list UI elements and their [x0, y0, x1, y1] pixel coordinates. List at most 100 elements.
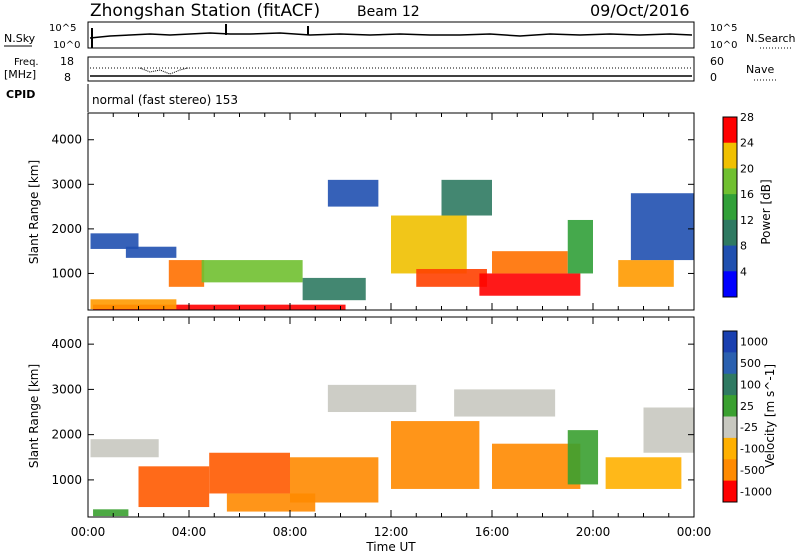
nsky-tick-top: 10^5	[49, 23, 76, 34]
colorbar-tick-label: -1000	[740, 485, 772, 498]
x-tick-label: 04:00	[172, 525, 207, 539]
colorbar-frame	[722, 116, 738, 298]
colorbar-swatch	[723, 168, 737, 195]
colorbar-tick-label: 24	[740, 137, 754, 150]
echo-region	[391, 421, 480, 489]
colorbar-swatch	[723, 480, 737, 503]
echo-region	[290, 457, 379, 503]
echo-region	[630, 193, 694, 261]
power-colorbar-label: Power [dB]	[759, 179, 773, 244]
velocity-panel: 1000 2000 3000 4000 Slant Range [km] 1000 50…	[27, 316, 777, 518]
station-title: Zhongshan Station (fitACF)	[90, 1, 320, 21]
colorbar-swatch	[723, 271, 737, 298]
beam-label: Beam 12	[357, 4, 420, 20]
echo-region	[567, 430, 599, 485]
y-tick-label: 4000	[51, 133, 82, 147]
velocity-axes: 1000 2000 3000 4000	[51, 317, 695, 517]
velocity-colorbar-label: Velocity [m s^-1]	[763, 364, 777, 468]
cpid-label: CPID	[6, 88, 35, 101]
colorbar-tick-label: -25	[740, 421, 758, 434]
y-tick-label: 1000	[51, 266, 82, 280]
nsky-tick-bottom: 10^0	[53, 40, 80, 51]
y-tick-label: 3000	[51, 382, 82, 396]
colorbar-swatch	[723, 459, 737, 482]
nsky-strip-frame	[87, 21, 695, 49]
echo-region	[302, 277, 366, 301]
x-tick-label: 12:00	[374, 525, 409, 539]
echo-region	[93, 304, 346, 310]
x-tick-label: 00:00	[677, 525, 712, 539]
colorbar-swatch	[723, 437, 737, 460]
colorbar-tick-label: 500	[740, 357, 761, 370]
echo-region	[90, 439, 159, 458]
colorbar-swatch	[723, 194, 737, 221]
time-axis: 00:00 04:00 08:00 12:00 16:00 20:00 00:00	[71, 525, 712, 539]
velocity-heatmap	[90, 384, 694, 517]
echo-region	[492, 251, 568, 274]
colorbar-swatch	[723, 331, 737, 353]
nave-tick-bottom: 0	[710, 71, 717, 84]
echo-region	[454, 389, 556, 417]
x-tick-label: 20:00	[576, 525, 611, 539]
colorbar-tick-label: 16	[740, 188, 754, 201]
colorbar-swatch	[723, 416, 737, 439]
colorbar-swatch	[723, 117, 737, 144]
echo-region	[643, 407, 694, 453]
echo-region	[209, 452, 290, 494]
velocity-ylabel: Slant Range [km]	[27, 364, 41, 468]
echo-region	[138, 466, 210, 508]
x-tick-label: 08:00	[273, 525, 308, 539]
colorbar-tick-label: -100	[740, 443, 765, 456]
power-ylabel: Slant Range [km]	[27, 160, 41, 264]
date-label: 09/Oct/2016	[590, 1, 690, 20]
colorbar-swatch	[723, 352, 737, 375]
echo-region	[327, 384, 417, 413]
y-tick-label: 2000	[51, 222, 82, 236]
colorbar-tick-label: 20	[740, 162, 754, 175]
colorbar-tick-label: -500	[740, 464, 765, 477]
echo-region	[391, 215, 467, 274]
y-tick-label: 3000	[51, 177, 82, 191]
echo-region	[605, 457, 682, 489]
colorbar-tick-label: 28	[740, 111, 754, 124]
power-heatmap	[90, 179, 694, 310]
colorbar-tick-label: 12	[740, 214, 754, 227]
echo-region	[567, 219, 593, 274]
echo-region	[479, 273, 581, 296]
nsearch-label: N.Search	[746, 32, 796, 45]
nsearch-tick-bottom: 10^0	[710, 40, 737, 51]
freq-tick-top: 18	[60, 55, 74, 68]
echo-region	[441, 179, 492, 216]
power-panel: 1000 2000 3000 4000 Slant Range [km] 4 8 12 16…	[27, 111, 773, 311]
colorbar-swatch	[723, 395, 737, 417]
echo-region	[93, 509, 129, 517]
echo-region	[618, 260, 674, 287]
colorbar-tick-label: 8	[740, 240, 747, 253]
nsearch-tick-top: 10^5	[710, 23, 737, 34]
colorbar-tick-label: 4	[740, 265, 747, 278]
colorbar-tick-label: 1000	[740, 336, 768, 349]
colorbar-tick-label: 100	[740, 378, 761, 391]
colorbar-tick-label: 25	[740, 400, 754, 413]
freq-label: Freq.	[14, 57, 39, 68]
echo-region	[168, 260, 205, 287]
freq-tick-bottom: 8	[64, 71, 71, 84]
nsky-trace	[89, 32, 693, 39]
y-tick-label: 4000	[51, 337, 82, 351]
xlabel: Time UT	[365, 540, 416, 554]
colorbar-swatch	[723, 219, 737, 247]
power-colorbar: 4 8 12 16 20 24 28	[722, 111, 754, 298]
nsky-label: N.Sky	[4, 32, 36, 45]
echo-region	[90, 299, 177, 310]
nsky-strip: N.Sky 10^5 10^0 10^5 10^0 N.Search	[4, 21, 796, 51]
y-tick-label: 2000	[51, 428, 82, 442]
freq-strip: Freq. [MHz] 18 8 60 0 Nave CPID normal (…	[4, 55, 776, 112]
power-axes: 1000 2000 3000 4000	[51, 113, 695, 310]
echo-region	[90, 233, 139, 249]
freq-unit-label: [MHz]	[4, 68, 36, 81]
cpid-value: normal (fast stereo) 153	[92, 93, 238, 107]
nave-tick-top: 60	[710, 55, 724, 68]
colorbar-swatch	[723, 245, 737, 272]
echo-region	[327, 179, 379, 207]
